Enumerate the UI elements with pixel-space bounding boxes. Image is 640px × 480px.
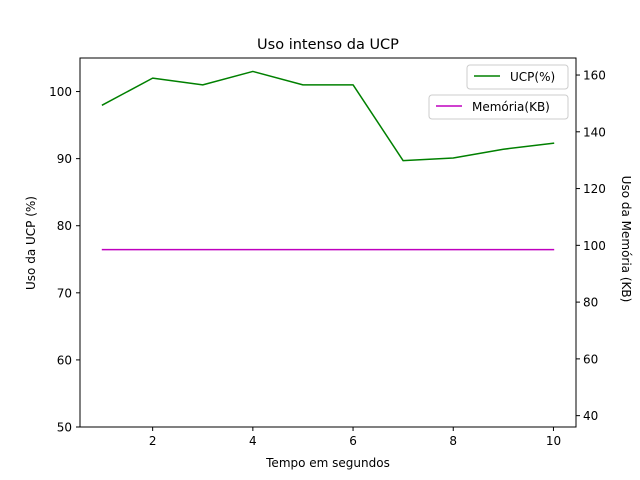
- y-axis-left-label: Uso da UCP (%): [24, 196, 38, 290]
- legend-memoria-label: Memória(KB): [472, 100, 550, 114]
- y-right-tick-label: 140: [583, 125, 606, 139]
- legend-memoria-box: [428, 94, 569, 120]
- axes-layer: 2 4 6 8 10 50 60 70 80 90 100 40 60 80 100 120 140 160: [49, 57, 606, 448]
- series-layer: [101, 70, 555, 251]
- series-ucp-line: [101, 70, 555, 162]
- legend-ucp-label: UCP(%): [510, 70, 555, 84]
- y-axis-right-label: Uso da Memória (KB): [619, 176, 633, 303]
- x-tick-label: 10: [546, 434, 561, 448]
- y-left-tick-label: 60: [57, 353, 72, 367]
- legend-memoria: Memória(KB): [428, 94, 569, 120]
- y-left-tick-label: 50: [57, 421, 72, 435]
- y-right-tick-label: 120: [583, 182, 606, 196]
- y-left-tick-label: 90: [57, 152, 72, 166]
- y-right-tick-label: 100: [583, 239, 606, 253]
- x-tick-label: 2: [149, 434, 157, 448]
- y-left-tick-label: 70: [57, 286, 72, 300]
- y-right-tick-label: 80: [583, 296, 598, 310]
- y-left-tick-label: 100: [49, 85, 72, 99]
- y-right-tick-label: 40: [583, 409, 598, 423]
- y-right-tick-label: 160: [583, 69, 606, 83]
- x-tick-label: 6: [349, 434, 357, 448]
- legend-ucp-box: [466, 64, 569, 90]
- x-axis-label: Tempo em segundos: [265, 456, 390, 470]
- y-left-tick-label: 80: [57, 219, 72, 233]
- chart-title: Uso intenso da UCP: [257, 37, 399, 53]
- x-tick-label: 8: [449, 434, 457, 448]
- legend-ucp: UCP(%): [466, 64, 569, 90]
- y-right-tick-label: 60: [583, 352, 598, 366]
- x-tick-label: 4: [249, 434, 257, 448]
- axes-frame: [79, 57, 577, 428]
